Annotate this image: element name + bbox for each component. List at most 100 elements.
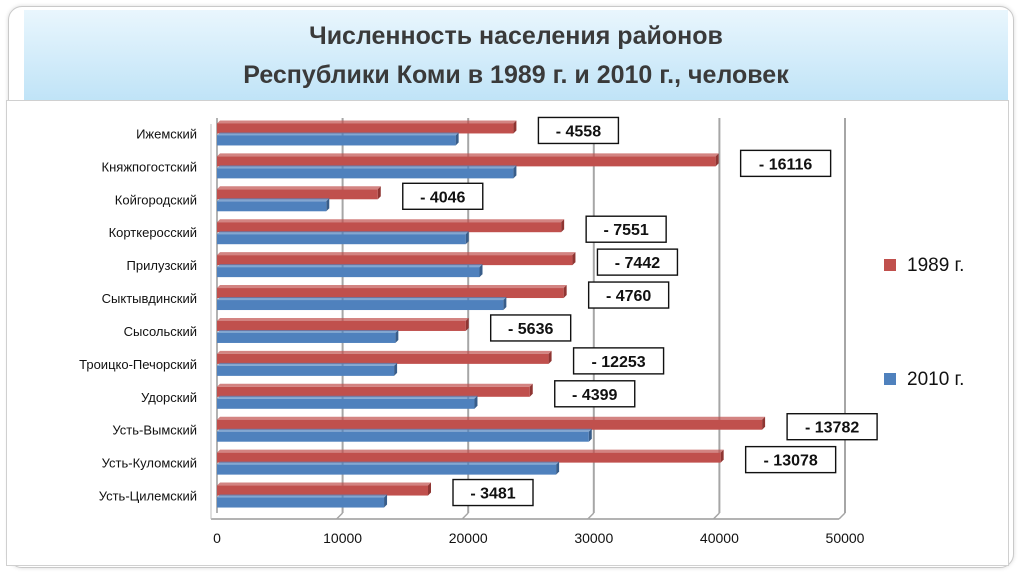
bar-2010 <box>217 365 395 376</box>
x-tick-label: 0 <box>213 530 221 546</box>
bar-end-face <box>384 494 388 508</box>
bar-top-face <box>217 329 399 333</box>
bar-end-face <box>588 428 592 442</box>
bar-end-face <box>762 416 766 430</box>
bar-top-face <box>217 198 330 202</box>
difference-label: - 4399 <box>572 387 617 404</box>
category-label: Ижемский <box>136 126 197 141</box>
bar-end-face <box>715 153 719 167</box>
bar-end-face <box>394 362 398 376</box>
page-title-line-1: Численность населения районов <box>309 22 723 50</box>
bar-top-face <box>217 317 469 321</box>
bar-top-face <box>217 264 483 268</box>
category-label: Сысольский <box>124 324 197 339</box>
gridline-floor <box>838 512 846 520</box>
legend-swatch <box>884 259 896 271</box>
bar-2010 <box>217 201 327 212</box>
difference-box <box>489 314 572 342</box>
bar-top-face <box>217 494 388 498</box>
title-band: Численность населения районов Республики… <box>24 10 1008 102</box>
difference-label: - 4558 <box>556 123 601 140</box>
bar-1989 <box>217 288 564 299</box>
difference-box <box>572 347 665 375</box>
category-label: Сыктывдинский <box>102 291 197 306</box>
difference-box <box>786 413 878 441</box>
bar-end-face <box>720 449 724 463</box>
gridline-floor <box>712 512 720 520</box>
difference-label: - 4046 <box>420 189 465 206</box>
gridline-floor <box>587 512 595 520</box>
category-label: Троицко-Печорский <box>79 357 197 372</box>
bar-end-face <box>513 120 517 134</box>
legend-label: 2010 г. <box>907 369 964 390</box>
bar-top-face <box>217 428 592 432</box>
bar-top-face <box>217 383 533 387</box>
bar-end-face <box>503 297 507 311</box>
bar-top-face <box>217 449 724 453</box>
difference-box <box>537 116 620 145</box>
bar-2010 <box>217 234 466 245</box>
bar-top-face <box>217 165 517 169</box>
bar-2010 <box>217 398 475 409</box>
difference-label: - 12253 <box>591 354 645 371</box>
difference-box <box>452 478 534 507</box>
gridline-floor <box>336 512 344 520</box>
category-label: Прилузский <box>127 258 197 273</box>
bar-end-face <box>465 317 469 331</box>
bar-1989 <box>217 156 716 167</box>
bar-top-face <box>217 416 766 420</box>
bar-end-face <box>529 383 533 397</box>
bar-top-face <box>217 395 478 399</box>
bar-top-face <box>217 231 469 235</box>
category-label: Усть-Куломский <box>102 456 197 471</box>
bar-2010 <box>217 431 589 442</box>
bar-end-face <box>474 395 478 409</box>
difference-label: - 5636 <box>508 321 553 338</box>
difference-box <box>554 380 636 408</box>
bar-end-face <box>563 285 567 299</box>
bar-2010 <box>217 135 456 146</box>
bar-1989 <box>217 189 378 200</box>
bar-top-face <box>217 482 432 486</box>
bar-2010 <box>217 267 480 278</box>
bar-top-face <box>217 362 398 366</box>
bar-1989 <box>217 222 562 233</box>
bar-top-face <box>217 132 459 136</box>
bar-1989 <box>217 485 429 496</box>
bar-end-face <box>548 350 552 364</box>
bar-end-face <box>465 231 469 245</box>
bar-1989 <box>217 419 763 430</box>
bar-top-face <box>217 461 560 465</box>
bar-end-face <box>556 461 560 475</box>
x-tick-label: 30000 <box>574 530 613 546</box>
legend-label: 1989 г. <box>907 255 964 276</box>
bar-end-face <box>377 186 381 200</box>
bar-2010 <box>217 332 396 343</box>
bar-end-face <box>561 219 565 233</box>
bar-end-face <box>326 198 330 212</box>
bar-end-face <box>572 252 576 266</box>
difference-box <box>596 248 679 276</box>
difference-label: - 16116 <box>759 156 812 173</box>
x-tick-label: 20000 <box>449 530 488 546</box>
difference-box <box>739 149 832 178</box>
bar-2010 <box>217 168 514 179</box>
category-label: Усть-Вымский <box>112 423 197 438</box>
difference-label: - 4760 <box>606 288 651 305</box>
bar-2010 <box>217 300 504 311</box>
x-tick-label: 40000 <box>700 530 739 546</box>
bar-1989 <box>217 123 514 134</box>
difference-label: - 7551 <box>603 222 648 239</box>
legend-swatch <box>884 373 896 385</box>
bar-1989 <box>217 320 466 331</box>
bar-top-face <box>217 186 381 190</box>
category-label: Корткеросский <box>109 225 197 240</box>
bar-2010 <box>217 497 385 508</box>
bar-top-face <box>217 285 567 289</box>
difference-box <box>587 281 670 309</box>
category-label: Усть-Цилемский <box>99 489 197 504</box>
category-label: Княжпогостский <box>102 159 197 174</box>
bar-1989 <box>217 353 549 364</box>
bar-1989 <box>217 452 721 463</box>
